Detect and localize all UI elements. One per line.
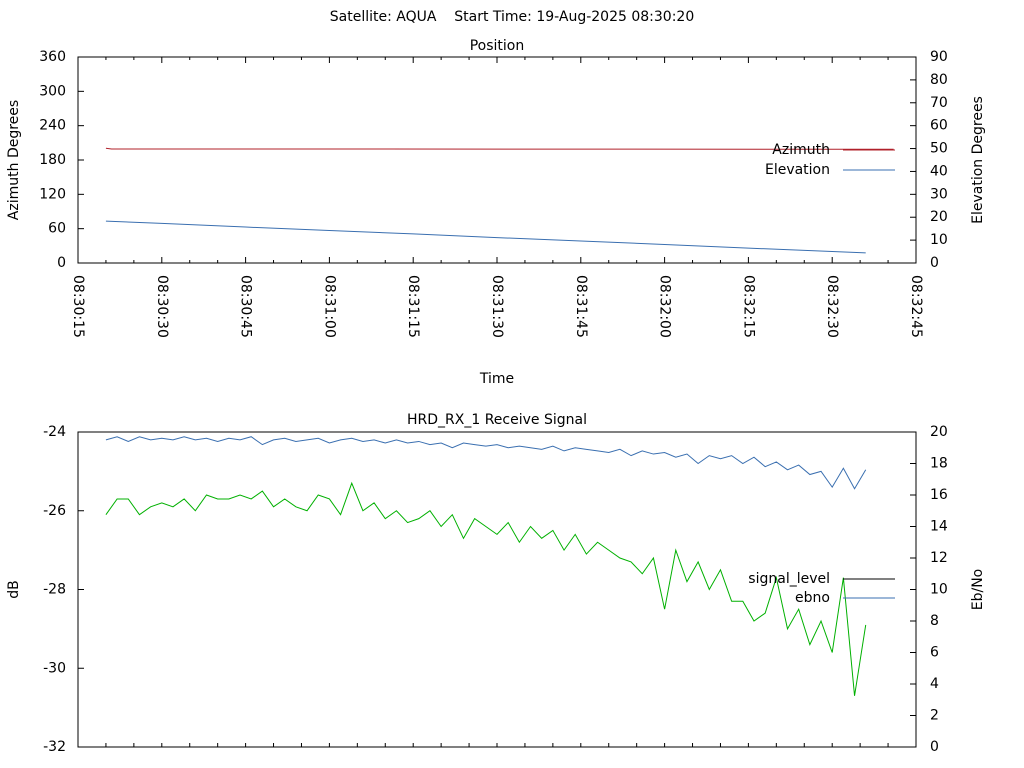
series-line (105, 481, 867, 696)
series-line (105, 436, 867, 490)
chart-title: Position (470, 38, 525, 54)
series-line (105, 147, 894, 150)
x-tick-label: 08:32:45 (908, 275, 924, 338)
chart-title: HRD_RX_1 Receive Signal (407, 412, 587, 428)
x-tick-label: 08:30:15 (70, 275, 86, 338)
y-tick-label: -32 (43, 739, 66, 755)
y2-axis-label: Elevation Degrees (970, 96, 986, 224)
y2-tick-label: 50 (930, 141, 948, 157)
y-tick-label: -30 (43, 660, 66, 676)
x-tick-label: 08:32:30 (824, 275, 840, 338)
y2-tick-label: 20 (930, 424, 948, 440)
y2-tick-label: 6 (930, 645, 939, 661)
y2-tick-label: 80 (930, 72, 948, 88)
legend-label: signal_level (748, 571, 830, 587)
y2-tick-label: 18 (930, 456, 948, 472)
x-tick-label: 08:31:45 (573, 275, 589, 338)
x-tick-label: 08:31:00 (321, 275, 337, 338)
y2-axis-label: Eb/No (970, 569, 986, 611)
y2-tick-label: 30 (930, 186, 948, 202)
y2-tick-label: 10 (930, 232, 948, 248)
y-tick-label: 180 (39, 152, 66, 168)
y2-tick-label: 0 (930, 255, 939, 271)
x-tick-label: 08:30:30 (154, 275, 170, 338)
y2-tick-label: 4 (930, 676, 939, 692)
x-tick-label: 08:31:30 (489, 275, 505, 338)
y-axis-label: dB (6, 580, 22, 599)
y2-tick-label: 8 (930, 613, 939, 629)
y2-tick-label: 12 (930, 550, 948, 566)
y-tick-label: -28 (43, 582, 66, 598)
legend-label: Elevation (765, 162, 830, 178)
y2-tick-label: 20 (930, 209, 948, 225)
y-tick-label: -26 (43, 503, 66, 519)
x-tick-label: 08:30:45 (238, 275, 254, 338)
y2-tick-label: 10 (930, 582, 948, 598)
x-tick-label: 08:32:15 (740, 275, 756, 338)
series-line (105, 220, 866, 254)
y2-tick-label: 70 (930, 95, 948, 111)
x-tick-label: 08:31:15 (405, 275, 421, 338)
y-tick-label: 60 (48, 221, 66, 237)
x-axis-label: Time (479, 371, 514, 387)
y-tick-label: 300 (39, 83, 66, 99)
y-tick-label: 360 (39, 49, 66, 65)
y2-tick-label: 40 (930, 163, 948, 179)
y2-tick-label: 2 (930, 708, 939, 724)
y-axis-label: Azimuth Degrees (6, 100, 22, 220)
y-tick-label: 120 (39, 186, 66, 202)
y2-tick-label: 60 (930, 118, 948, 134)
y-tick-label: 0 (57, 255, 66, 271)
y2-tick-label: 14 (930, 519, 948, 535)
y2-tick-label: 90 (930, 49, 948, 65)
legend-label: Azimuth (772, 142, 830, 158)
y2-tick-label: 16 (930, 487, 948, 503)
legend-label: ebno (795, 590, 830, 606)
y-tick-label: -24 (43, 424, 66, 440)
x-tick-label: 08:32:00 (657, 275, 673, 338)
y-tick-label: 240 (39, 118, 66, 134)
plot-frame (77, 56, 917, 264)
page-title: Satellite: AQUA Start Time: 19-Aug-2025 … (330, 9, 694, 25)
y2-tick-label: 0 (930, 739, 939, 755)
plot-frame (77, 431, 917, 748)
